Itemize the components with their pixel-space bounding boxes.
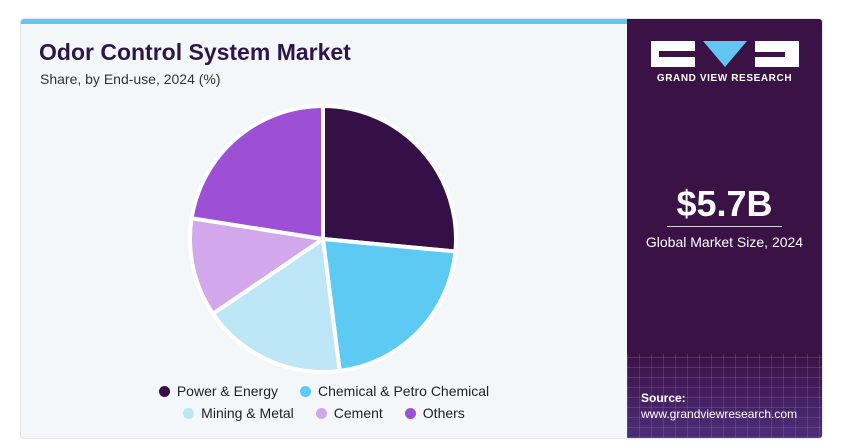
brand-name: GRAND VIEW RESEARCH (656, 73, 793, 84)
info-sidebar: GRAND VIEW RESEARCH $5.7B Global Market … (627, 19, 822, 438)
decorative-grid (627, 354, 822, 438)
legend-row-2: Mining & Metal Cement Others (21, 405, 627, 421)
legend-label: Power & Energy (176, 383, 278, 399)
legend-label: Mining & Metal (201, 405, 294, 421)
legend-swatch (300, 385, 311, 397)
grand-view-research-logo (651, 41, 799, 67)
legend-label: Chemical & Petro Chemical (318, 383, 490, 399)
legend-item-power-energy: Power & Energy (158, 383, 278, 399)
legend-swatch (158, 385, 170, 397)
legend-row-1: Power & Energy Chemical & Petro Chemical (21, 383, 627, 399)
pie-slice-mining-metal (211, 237, 342, 374)
legend-item-mining-metal: Mining & Metal (183, 405, 294, 421)
legend-swatch (404, 407, 416, 419)
source-link[interactable]: www.grandviewresearch.com (641, 407, 798, 421)
pie-slice-power-energy (321, 104, 458, 254)
chart-panel: Odor Control System Market Share, by End… (21, 19, 627, 438)
pie-chart (188, 104, 458, 374)
source-label: Source: (641, 391, 686, 405)
chart-title: Odor Control System Market (39, 39, 351, 65)
legend-label: Cement (333, 405, 383, 421)
chart-subtitle: Share, by End-use, 2024 (%) (40, 71, 221, 87)
legend-item-others: Others (404, 405, 465, 421)
market-size-caption: Global Market Size, 2024 (645, 234, 804, 250)
accent-bar (21, 19, 627, 24)
pie-slice-chemical-petro-chemical (321, 237, 458, 373)
legend-item-cement: Cement (315, 405, 383, 421)
legend-label: Others (422, 405, 465, 421)
market-size-value: $5.7B (676, 183, 773, 224)
value-divider (667, 226, 782, 227)
legend-swatch (183, 407, 195, 419)
pie-slice-cement (188, 216, 325, 316)
pie-slice-others (189, 104, 325, 241)
legend-item-chemical-petro-chemical: Chemical & Petro Chemical (300, 383, 489, 399)
chart-card: Odor Control System Market Share, by End… (20, 18, 823, 439)
legend-swatch (315, 407, 327, 419)
